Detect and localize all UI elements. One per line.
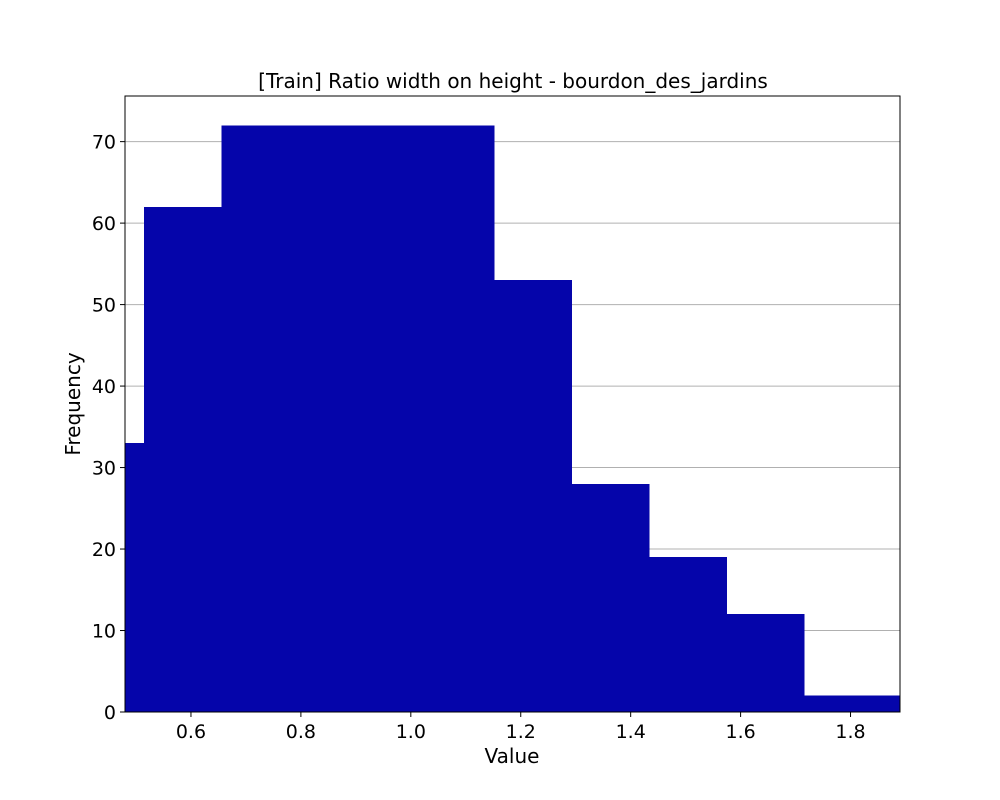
x-tick-label-3: 1.2 xyxy=(506,721,536,743)
y-tick-label-4: 40 xyxy=(92,376,116,398)
y-tick-label-2: 20 xyxy=(92,539,116,561)
x-axis-label: Value xyxy=(485,744,540,768)
y-axis-ticks: 0 10 20 30 40 50 60 70 xyxy=(92,132,125,724)
histogram-bar-4 xyxy=(376,125,455,713)
y-tick-label-5: 50 xyxy=(92,295,116,317)
histogram-bar-5 xyxy=(454,125,495,713)
y-tick-label-1: 10 xyxy=(92,621,116,643)
y-tick-label-0: 0 xyxy=(104,702,116,724)
histogram-bar-1 xyxy=(144,206,222,712)
y-tick-label-3: 30 xyxy=(92,458,116,480)
plot-area-frame xyxy=(124,95,901,713)
histogram-bars xyxy=(125,125,900,713)
y-tick-label-6: 60 xyxy=(92,213,116,235)
histogram-bar-6 xyxy=(494,280,572,712)
x-tick-label-0: 0.6 xyxy=(176,721,206,743)
histogram-bar-7 xyxy=(571,483,650,712)
y-tick-label-7: 70 xyxy=(92,132,116,154)
histogram-bar-3 xyxy=(299,125,377,713)
x-tick-label-2: 1.0 xyxy=(396,721,426,743)
chart-title: [Train] Ratio width on height - bourdon_… xyxy=(258,69,768,93)
histogram-bar-9 xyxy=(726,614,805,712)
histogram-bar-8 xyxy=(649,557,727,712)
y-axis-label: Frequency xyxy=(61,352,85,455)
histogram-bar-0 xyxy=(125,443,145,712)
histogram-bar-2 xyxy=(221,125,300,713)
x-tick-label-4: 1.4 xyxy=(616,721,646,743)
x-tick-label-1: 0.8 xyxy=(286,721,316,743)
x-tick-label-6: 1.8 xyxy=(835,721,865,743)
histogram-bar-10 xyxy=(804,695,900,712)
x-axis-ticks: 0.6 0.8 1.0 1.2 1.4 1.6 1.8 xyxy=(176,712,866,743)
x-tick-label-5: 1.6 xyxy=(725,721,755,743)
